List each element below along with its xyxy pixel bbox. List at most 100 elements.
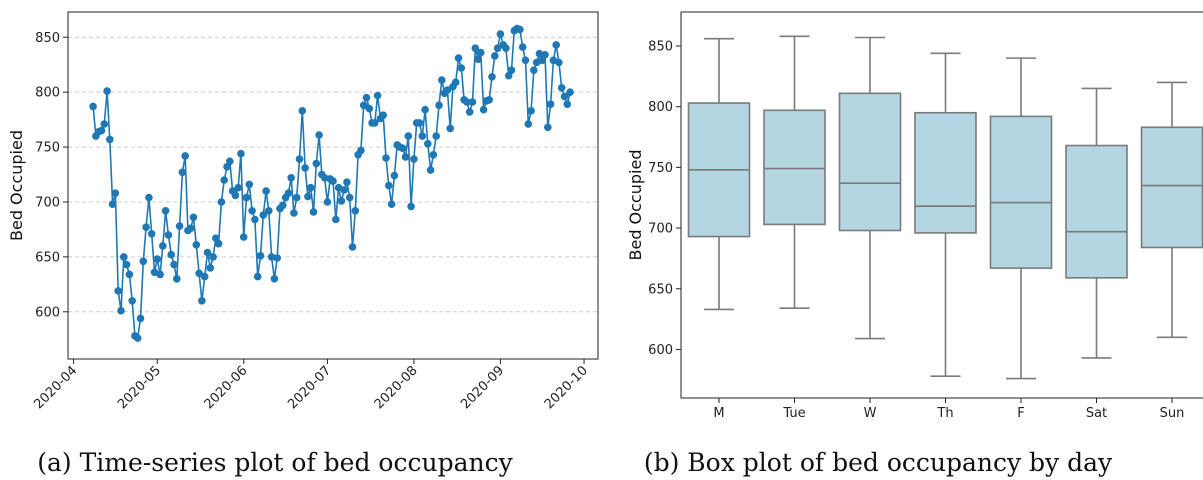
data-point <box>477 48 485 57</box>
x-tick-label: 2020-07 <box>285 363 334 412</box>
data-point <box>530 66 538 74</box>
y-tick-label: 750 <box>35 141 60 156</box>
x-tick-label: 2020-05 <box>115 363 164 412</box>
data-point <box>128 297 136 305</box>
data-point <box>516 25 524 34</box>
data-point <box>438 76 446 84</box>
x-tick-label: 2020-08 <box>372 363 421 412</box>
data-point <box>284 189 293 197</box>
data-point <box>343 178 351 186</box>
data-point <box>248 207 256 215</box>
data-point <box>557 84 566 92</box>
occupancy-points <box>89 24 574 342</box>
data-point <box>418 132 427 140</box>
data-point <box>552 41 560 49</box>
data-point <box>226 157 234 166</box>
y-axis-ticks: 600 650 700 750 800 850 <box>648 39 681 358</box>
data-point <box>359 101 368 110</box>
data-point <box>181 152 189 160</box>
data-point <box>443 86 452 94</box>
plot-frame <box>680 11 1203 399</box>
data-point <box>273 254 282 262</box>
data-point <box>457 64 466 72</box>
data-point <box>198 297 206 305</box>
data-point <box>387 200 396 208</box>
data-point <box>147 230 156 238</box>
y-tick-label: 700 <box>35 195 60 210</box>
box-plot-chart: 600 650 700 750 800 850 M Tue W Th F Sat Sun Bed Oc… <box>626 11 1203 477</box>
data-point <box>566 88 574 96</box>
x-tick-label: W <box>864 406 877 421</box>
data-point <box>463 98 471 106</box>
y-tick-label: 700 <box>648 222 673 237</box>
boxes <box>687 35 1203 380</box>
x-tick-label: 2020-06 <box>202 363 251 412</box>
data-point <box>142 223 150 231</box>
y-axis-ticks: 600 650 700 750 800 850 <box>35 31 68 320</box>
data-point <box>371 119 379 127</box>
data-point <box>106 135 114 144</box>
data-point <box>167 250 175 259</box>
data-point <box>432 132 441 140</box>
data-point <box>357 146 365 155</box>
box-sun <box>1140 81 1203 339</box>
data-point <box>100 120 109 128</box>
data-point <box>279 201 287 210</box>
data-point <box>306 183 315 192</box>
y-axis-label: Bed Occupied <box>7 130 26 241</box>
data-point <box>159 242 167 250</box>
data-point <box>237 149 245 158</box>
data-point <box>401 153 410 161</box>
x-tick-label: Sun <box>1160 406 1185 421</box>
iqr-box <box>838 92 902 232</box>
data-point <box>290 209 298 217</box>
data-point <box>189 213 198 222</box>
data-point <box>340 186 349 194</box>
data-point <box>451 78 460 87</box>
data-point <box>496 30 505 38</box>
data-point <box>309 208 318 216</box>
data-point <box>186 224 195 233</box>
x-tick-label: Tue <box>782 406 805 421</box>
box-f <box>989 57 1053 380</box>
data-point <box>117 306 125 315</box>
data-point <box>209 253 217 261</box>
data-point <box>382 154 390 162</box>
data-point <box>385 181 393 190</box>
data-point <box>89 102 97 111</box>
data-point <box>365 104 374 113</box>
data-point <box>491 52 499 60</box>
x-tick-label: F <box>1017 406 1024 421</box>
data-point <box>173 275 181 283</box>
y-axis-label: Bed Occupied <box>626 150 645 261</box>
data-point <box>465 108 474 116</box>
x-tick-label: 2020-04 <box>31 363 80 412</box>
data-point <box>231 191 240 200</box>
data-point <box>329 177 337 185</box>
data-point <box>217 198 226 206</box>
data-point <box>178 168 187 177</box>
data-point <box>133 334 142 342</box>
data-point <box>362 93 371 102</box>
data-point <box>304 192 312 201</box>
data-point <box>206 264 215 272</box>
data-point <box>251 215 259 224</box>
data-point <box>488 73 496 81</box>
iqr-box <box>1065 144 1128 279</box>
data-point <box>563 100 572 108</box>
y-tick-label: 750 <box>648 161 673 176</box>
y-tick-label: 850 <box>648 39 673 54</box>
data-point <box>220 176 228 184</box>
time-series-chart: 600 650 700 750 800 850 2020-04 2020-05 2020-06… <box>7 11 599 477</box>
data-point <box>518 43 527 51</box>
box-w <box>838 36 902 340</box>
iqr-box <box>914 111 977 234</box>
data-point <box>404 132 413 140</box>
data-point <box>544 123 552 132</box>
box-tue <box>763 35 826 309</box>
data-point <box>390 171 399 180</box>
data-point <box>485 96 494 104</box>
box-m <box>687 37 751 311</box>
data-point <box>120 253 128 261</box>
data-point <box>170 260 178 269</box>
